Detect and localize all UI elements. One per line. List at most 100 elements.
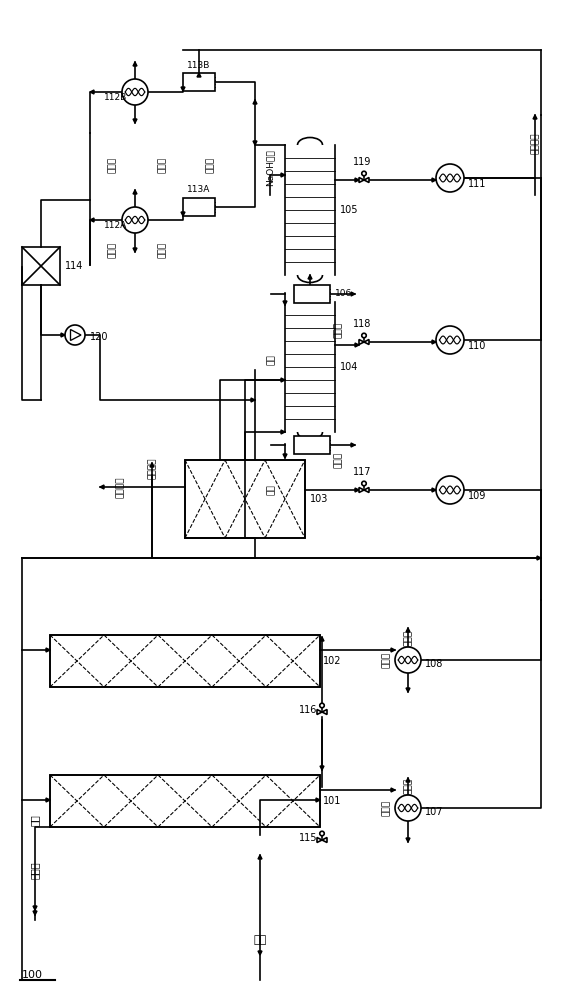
Polygon shape — [317, 710, 327, 714]
Text: 104: 104 — [340, 362, 359, 372]
Polygon shape — [61, 333, 65, 337]
Text: 101: 101 — [323, 796, 341, 806]
Polygon shape — [150, 463, 154, 467]
Text: 冷凝水: 冷凝水 — [333, 322, 342, 338]
Polygon shape — [351, 443, 355, 447]
Circle shape — [362, 481, 367, 486]
Text: 冷却水: 冷却水 — [205, 157, 215, 173]
Polygon shape — [391, 648, 395, 652]
FancyBboxPatch shape — [50, 775, 320, 827]
Text: 108: 108 — [425, 659, 444, 669]
Text: 107: 107 — [425, 807, 444, 817]
Polygon shape — [181, 212, 185, 216]
Text: 113B: 113B — [187, 60, 211, 70]
Polygon shape — [33, 906, 37, 910]
Text: 113A: 113A — [187, 186, 211, 194]
Polygon shape — [320, 637, 324, 641]
Text: 120: 120 — [90, 332, 109, 342]
Polygon shape — [391, 788, 395, 792]
Text: 109: 109 — [468, 491, 486, 501]
Text: 冷却水: 冷却水 — [158, 242, 167, 258]
Bar — [185, 460, 305, 538]
Polygon shape — [253, 141, 257, 145]
FancyBboxPatch shape — [185, 460, 305, 538]
Circle shape — [122, 207, 148, 233]
FancyBboxPatch shape — [50, 635, 320, 687]
Polygon shape — [359, 488, 369, 492]
Text: 111: 111 — [468, 179, 486, 189]
Polygon shape — [320, 766, 324, 770]
Bar — [50, 775, 320, 827]
Polygon shape — [133, 190, 137, 194]
Polygon shape — [351, 292, 355, 296]
Text: 冷却水: 冷却水 — [382, 652, 391, 668]
Text: 冷却水: 冷却水 — [108, 242, 117, 258]
Text: 蒸氨废水: 蒸氨废水 — [530, 132, 539, 154]
Text: 煤气: 煤气 — [30, 814, 40, 826]
Polygon shape — [355, 178, 359, 182]
Text: 煤气: 煤气 — [253, 935, 267, 945]
Polygon shape — [406, 688, 410, 692]
Circle shape — [395, 647, 421, 673]
Circle shape — [122, 79, 148, 105]
Text: 剩余氨水: 剩余氨水 — [148, 457, 157, 479]
Bar — [294, 285, 330, 303]
Text: 102: 102 — [323, 656, 342, 666]
Polygon shape — [46, 648, 50, 652]
Polygon shape — [46, 798, 50, 802]
Text: NaOH溶液: NaOH溶液 — [266, 150, 275, 186]
Text: 116: 116 — [299, 705, 317, 715]
Polygon shape — [253, 100, 257, 104]
Polygon shape — [258, 855, 262, 859]
Polygon shape — [281, 430, 285, 434]
Text: 110: 110 — [468, 341, 486, 351]
Text: 103: 103 — [310, 494, 328, 504]
Text: 冷凝水: 冷凝水 — [333, 452, 342, 468]
Text: 105: 105 — [340, 205, 359, 215]
Text: 冷却水: 冷却水 — [404, 778, 413, 794]
Polygon shape — [317, 838, 327, 842]
Text: 酸性气体: 酸性气体 — [115, 476, 124, 498]
Bar — [22, 247, 60, 285]
Circle shape — [436, 326, 464, 354]
Polygon shape — [316, 798, 320, 802]
Bar — [183, 73, 215, 91]
Polygon shape — [533, 115, 537, 119]
Polygon shape — [432, 178, 436, 182]
Circle shape — [65, 325, 85, 345]
Polygon shape — [281, 378, 285, 382]
Circle shape — [362, 333, 367, 338]
Polygon shape — [432, 488, 436, 492]
Text: 112B: 112B — [104, 93, 128, 102]
Text: 117: 117 — [353, 467, 371, 477]
Polygon shape — [90, 218, 94, 222]
Text: 蒸汽: 蒸汽 — [266, 485, 275, 495]
Polygon shape — [355, 488, 359, 492]
Polygon shape — [258, 951, 262, 955]
Text: 119: 119 — [353, 157, 371, 167]
Text: 114: 114 — [65, 261, 83, 271]
Polygon shape — [133, 248, 137, 252]
Polygon shape — [359, 340, 369, 344]
Polygon shape — [181, 87, 185, 91]
Polygon shape — [283, 454, 287, 458]
Circle shape — [320, 831, 324, 836]
Polygon shape — [359, 178, 369, 182]
Text: 106: 106 — [335, 290, 352, 298]
Text: 冷却水: 冷却水 — [404, 630, 413, 646]
Text: 冷却水: 冷却水 — [158, 157, 167, 173]
Polygon shape — [90, 90, 94, 94]
Polygon shape — [355, 343, 359, 347]
Polygon shape — [308, 275, 312, 279]
Polygon shape — [406, 838, 410, 842]
Text: 无水氨: 无水氨 — [30, 861, 40, 879]
Polygon shape — [283, 301, 287, 305]
Bar — [294, 436, 330, 454]
Circle shape — [320, 703, 324, 708]
Text: 蒸汽: 蒸汽 — [266, 355, 275, 365]
Polygon shape — [100, 485, 104, 489]
Circle shape — [395, 795, 421, 821]
Polygon shape — [197, 73, 201, 77]
Text: 118: 118 — [353, 319, 371, 329]
Text: 冷却水: 冷却水 — [108, 157, 117, 173]
